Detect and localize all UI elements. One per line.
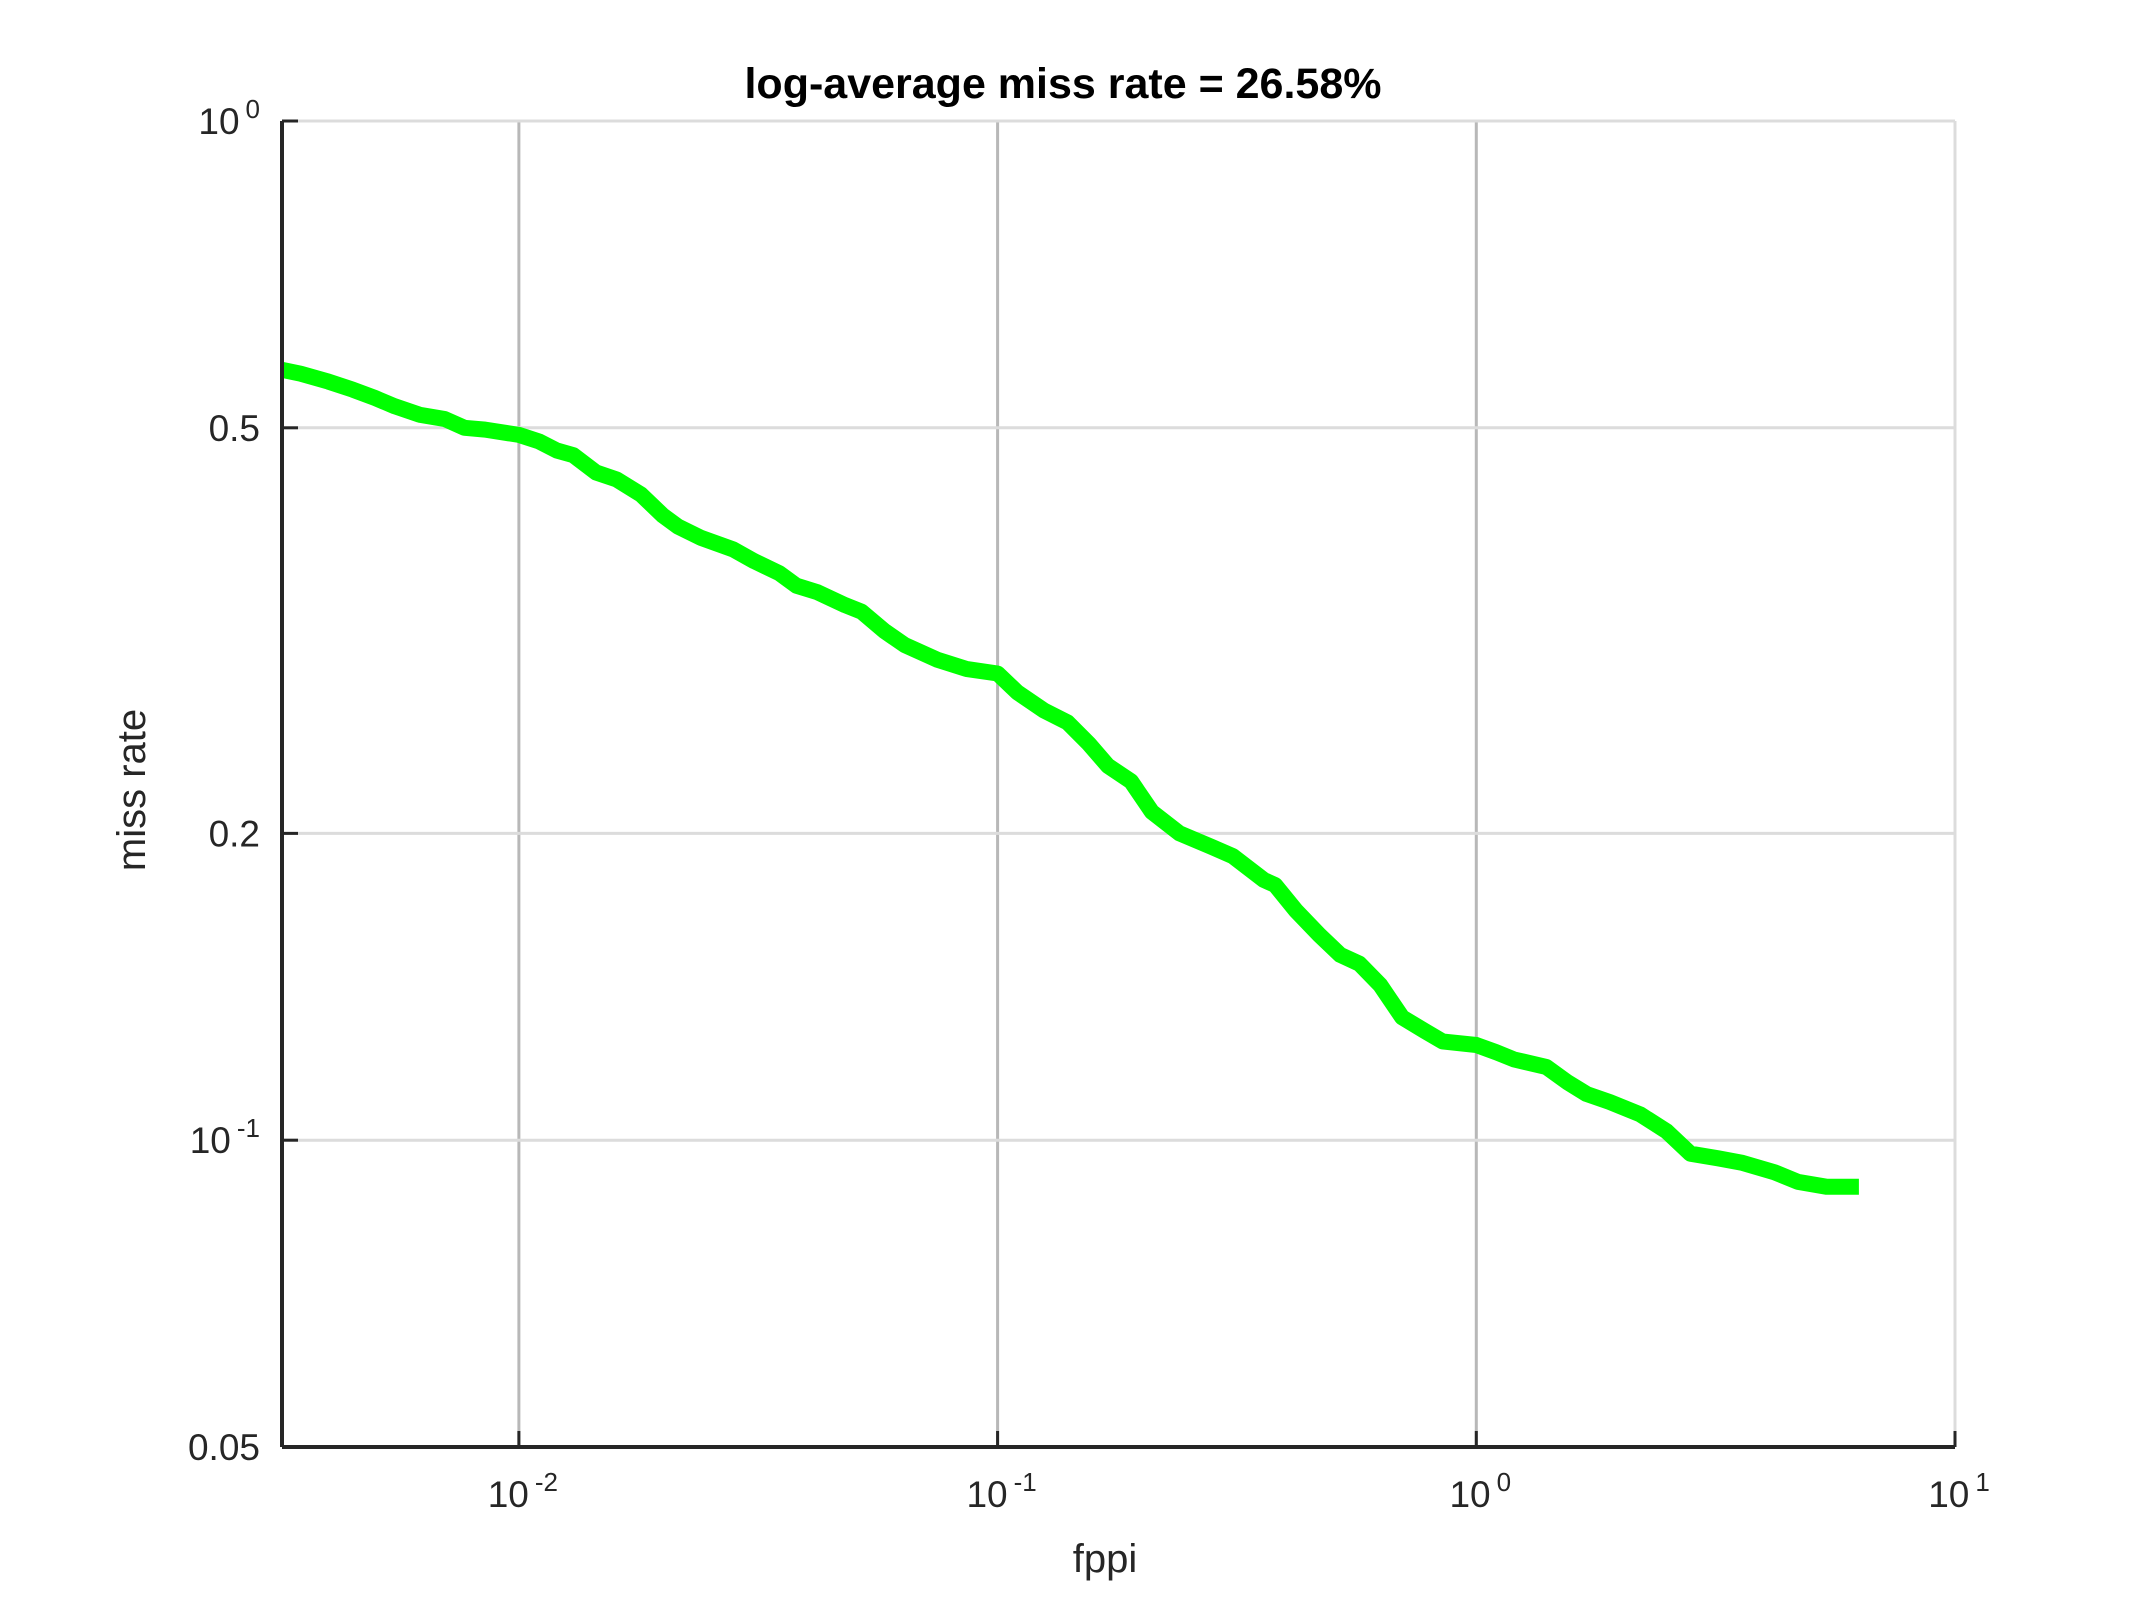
y-tick-label-3: 0.5 <box>209 408 260 449</box>
tick-labels: 10 -2 10 -1 10 0 10 1 0.05 10 -1 0.2 0.5 10 0 <box>188 94 1990 1515</box>
y-tick-label-2: 0.2 <box>209 813 260 854</box>
x-tick-label-1: 10 -1 <box>966 1467 1036 1515</box>
x-tick-label-0: 10 -2 <box>488 1467 558 1515</box>
grid-lines <box>282 119 1957 1447</box>
y-tick-label-0: 0.05 <box>188 1427 260 1468</box>
y-axis-label: miss rate <box>110 709 154 871</box>
x-axis-label: fppi <box>1073 1537 1138 1581</box>
series-layer <box>280 361 1859 1195</box>
y-tick-label-1: 10 -1 <box>190 1113 260 1161</box>
y-tick-label-4: 10 0 <box>198 94 260 142</box>
chart-title: log-average miss rate = 26.58% <box>744 60 1381 108</box>
x-tick-label-3: 10 1 <box>1928 1467 1990 1515</box>
axes-frame <box>280 119 1957 1449</box>
series-line-0 <box>280 361 1859 1195</box>
x-tick-label-2: 10 0 <box>1449 1467 1511 1515</box>
